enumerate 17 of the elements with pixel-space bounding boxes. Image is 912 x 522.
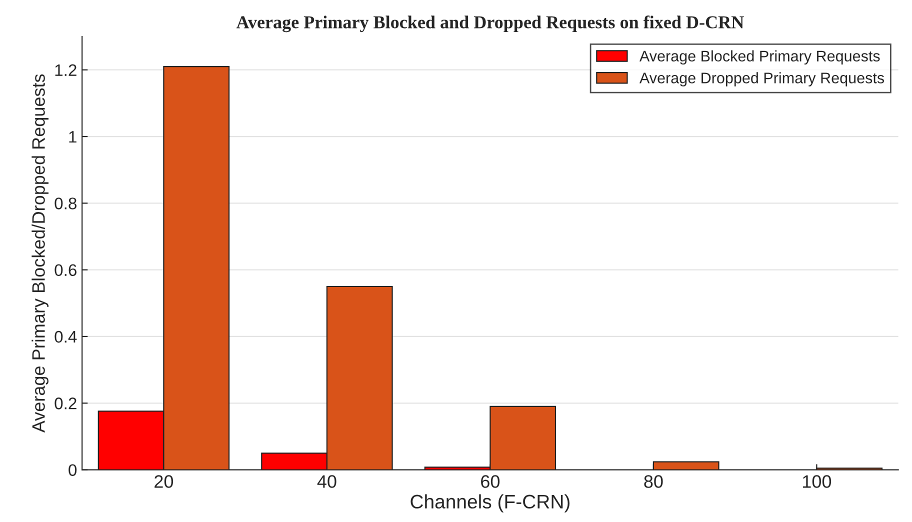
y-tick-label: 0.2: [54, 398, 76, 410]
y-tick-label: 1.2: [55, 64, 76, 76]
x-axis-title: Channels (F-CRN): [410, 494, 570, 512]
legend-label: Average Dropped Primary Requests: [639, 72, 884, 86]
y-tick-label: 0.8: [54, 198, 76, 210]
x-tick-label: 40: [317, 475, 336, 488]
y-tick-label: 0: [68, 464, 77, 476]
legend-label: Average Blocked Primary Requests: [639, 50, 880, 65]
y-tick-label: 0.6: [54, 264, 76, 276]
x-tick-label: 20: [154, 475, 174, 488]
x-tick-label: 80: [644, 475, 663, 488]
x-tick-label: 60: [481, 475, 500, 488]
y-tick-label: 0.4: [54, 330, 77, 343]
chart-title: Average Primary Blocked and Dropped Requests on fixed D-CRN: [236, 15, 744, 32]
y-tick-label: 1: [69, 131, 76, 143]
y-axis-title: Average Primary Blocked/Dropped Requests: [32, 74, 48, 433]
x-tick-label: 100: [803, 475, 832, 488]
